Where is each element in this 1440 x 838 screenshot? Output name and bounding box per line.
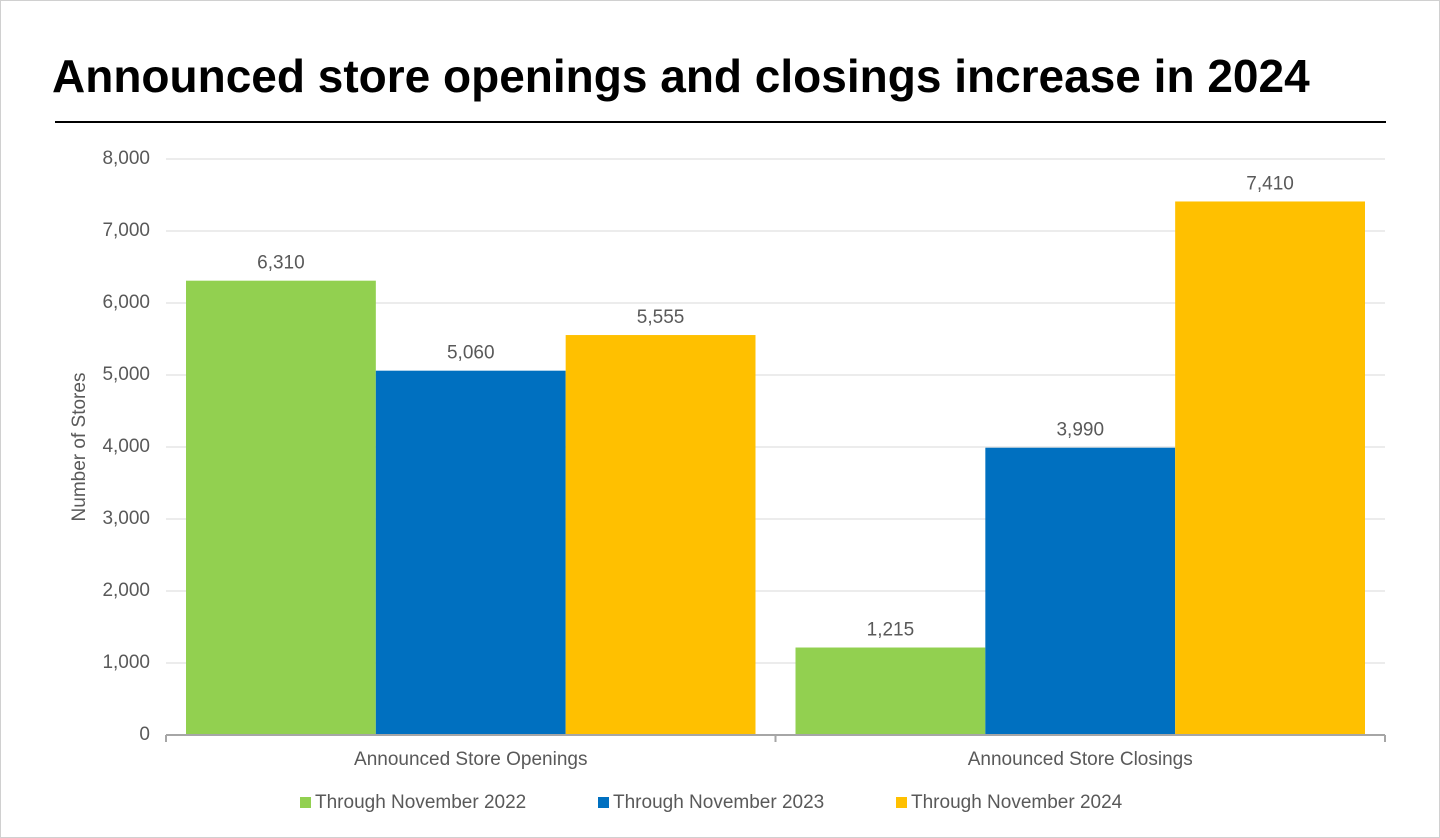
- legend-label: Through November 2023: [613, 792, 824, 813]
- bar: [1175, 201, 1365, 736]
- y-tick-label: 4,000: [102, 436, 150, 457]
- legend-marker: [300, 797, 311, 808]
- value-label: 6,310: [257, 253, 305, 274]
- y-axis-label: Number of Stores: [69, 373, 90, 522]
- x-tick-label: Announced Store Openings: [354, 749, 587, 770]
- chart-title: Announced store openings and closings in…: [52, 50, 1310, 102]
- y-tick-label: 1,000: [102, 652, 150, 673]
- y-tick-label: 2,000: [102, 580, 150, 601]
- legend-marker: [896, 797, 907, 808]
- value-label: 5,555: [637, 307, 685, 328]
- bar: [985, 447, 1176, 735]
- y-tick-label: 3,000: [102, 508, 150, 529]
- y-tick-label: 8,000: [102, 148, 150, 169]
- bar: [565, 335, 756, 735]
- legend-label: Through November 2022: [315, 792, 526, 813]
- bar: [375, 370, 566, 735]
- legend-label: Through November 2024: [911, 792, 1123, 813]
- bar: [795, 647, 986, 735]
- value-label: 5,060: [447, 343, 495, 364]
- value-label: 1,215: [867, 620, 915, 641]
- value-label: 7,410: [1246, 173, 1294, 194]
- y-tick-label: 0: [139, 724, 150, 745]
- value-label: 3,990: [1056, 420, 1104, 441]
- legend-marker: [598, 797, 609, 808]
- x-tick-label: Announced Store Closings: [968, 749, 1193, 770]
- y-tick-label: 7,000: [102, 220, 150, 241]
- y-tick-label: 5,000: [102, 364, 150, 385]
- y-tick-label: 6,000: [102, 292, 150, 313]
- bar: [186, 280, 376, 735]
